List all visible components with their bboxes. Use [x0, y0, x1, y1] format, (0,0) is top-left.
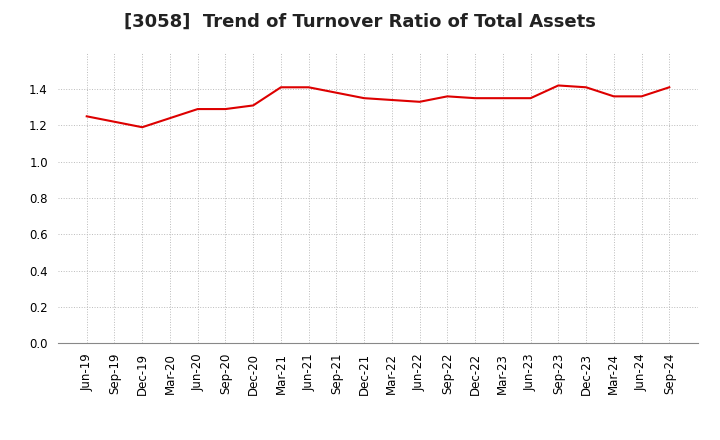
Text: [3058]  Trend of Turnover Ratio of Total Assets: [3058] Trend of Turnover Ratio of Total … — [124, 13, 596, 31]
